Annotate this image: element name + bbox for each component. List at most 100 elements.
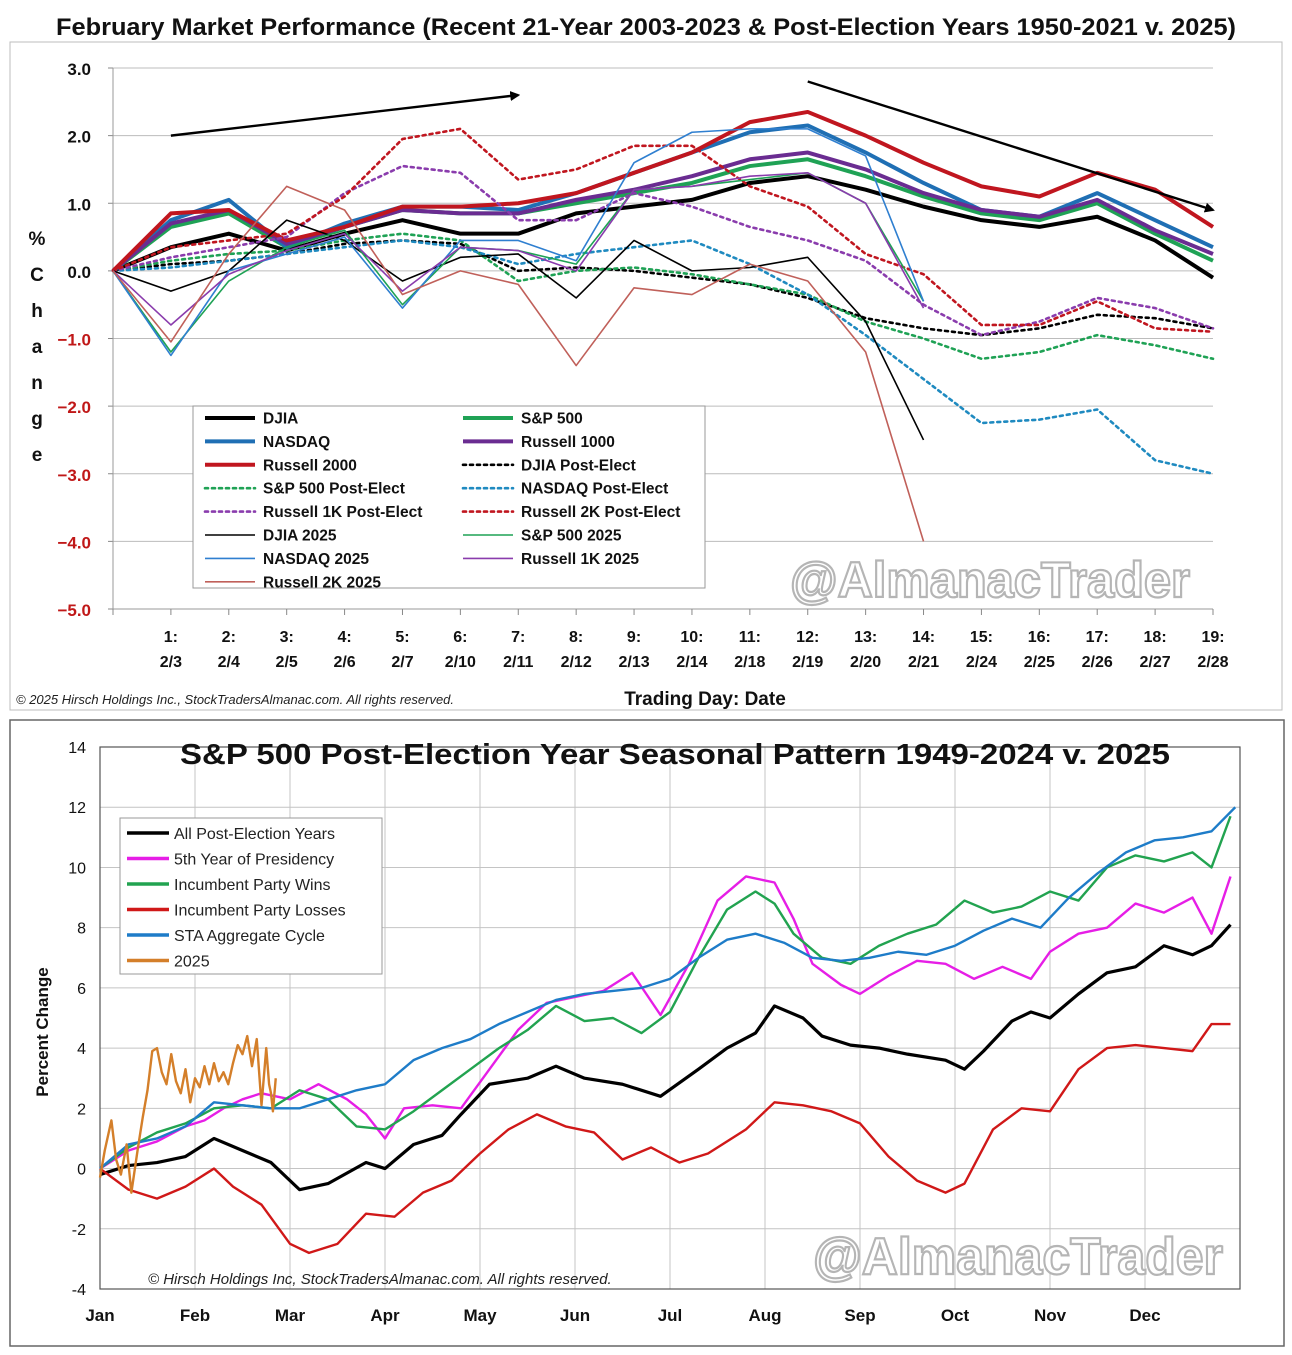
x-tick-label-date: 2/3: [160, 654, 182, 671]
chart-february-market-performance: February Market Performance (Recent 21-Y…: [9, 14, 1283, 711]
legend-label-djia: DJIA: [263, 411, 298, 428]
series-line-s-p-500-post-elect: [111, 232, 1215, 361]
y-axis-label-char: %: [29, 229, 46, 250]
x-tick-label-day: 16:: [1028, 629, 1051, 646]
legend-label-all-post-election-years: All Post-Election Years: [174, 826, 335, 843]
x-tick-label-day: 6:: [453, 629, 467, 646]
x-tick-label-month: May: [463, 1306, 497, 1325]
x-tick-label-month: Jan: [85, 1306, 114, 1325]
legend-label-nasdaq-2025: NASDAQ 2025: [263, 551, 369, 568]
legend-box: [192, 405, 706, 589]
x-tick-label-date: 2/19: [792, 654, 823, 671]
x-tick-label-day: 5:: [395, 629, 409, 646]
x-tick-label-day: 10:: [680, 629, 703, 646]
plot-border: [99, 746, 1241, 1290]
series-line-2025: [98, 1034, 277, 1194]
legend-label-5th-year-of-presidency: 5th Year of Presidency: [174, 852, 334, 869]
x-tick-label-date: 2/20: [850, 654, 881, 671]
x-tick-label-date: 2/26: [1082, 654, 1113, 671]
x-tick-label-date: 2/5: [276, 654, 298, 671]
y-tick-label: −3.0: [57, 466, 91, 485]
series-line-incumbent-party-wins: [99, 815, 1232, 1170]
legend-label-s-p-500-2025: S&P 500 2025: [521, 528, 622, 545]
x-tick-label-day: 19:: [1201, 629, 1224, 646]
legend-label-s-p-500-post-elect: S&P 500 Post-Elect: [263, 481, 405, 498]
x-tick-label-day: 12:: [796, 629, 819, 646]
series-line-all-post-election-years: [99, 923, 1232, 1192]
y-tick-label: -2: [72, 1222, 86, 1239]
y-axis-label-char: C: [30, 265, 44, 286]
y-axis-label-char: a: [32, 337, 43, 358]
y-tick-label: −4.0: [57, 533, 91, 552]
x-tick-label-day: 13:: [854, 629, 877, 646]
x-tick-label-date: 2/27: [1140, 654, 1171, 671]
x-tick-label-date: 2/18: [734, 654, 765, 671]
x-tick-label-day: 17:: [1086, 629, 1109, 646]
series-line-sta-aggregate-cycle: [99, 806, 1237, 1170]
legend-label-russell-2000: Russell 2000: [263, 457, 357, 474]
trend-arrow-1: [170, 91, 521, 137]
y-tick-label: 14: [68, 740, 86, 757]
y-tick-label: -4: [72, 1282, 86, 1299]
series-line-russell-1000: [111, 150, 1214, 273]
x-tick-label-day: 9:: [627, 629, 641, 646]
chart-sp500-post-election-seasonal: 14 12 10 8 6 4 2 0 -2 -4 Jan Feb Mar Apr May Jun Jul Aug S…: [9, 719, 1285, 1347]
y-tick-label: 6: [77, 981, 86, 998]
x-axis-label: Trading Day: Date: [624, 689, 786, 710]
x-tick-label-date: 2/28: [1197, 654, 1228, 671]
x-tick-label-date: 2/24: [966, 654, 997, 671]
legend-label-djia-2025: DJIA 2025: [263, 528, 337, 545]
x-tick-label-day: 15:: [970, 629, 993, 646]
legend-label-incumbent-party-wins: Incumbent Party Wins: [174, 877, 331, 894]
series-line-nasdaq-post-elect: [111, 239, 1215, 476]
legend-label-russell-2k-2025: Russell 2K 2025: [263, 574, 381, 591]
x-tick-label-month: Feb: [180, 1306, 210, 1325]
watermark: @AlmanacTrader: [813, 1228, 1223, 1286]
x-tick-label-month: Jul: [658, 1306, 683, 1325]
x-tick-label-date: 2/12: [561, 654, 592, 671]
trend-arrow-2: [807, 80, 1215, 213]
x-tick-label-day: 3:: [280, 629, 294, 646]
x-tick-label-day: 7:: [511, 629, 525, 646]
legend-label-russell-1k-post-elect: Russell 1K Post-Elect: [263, 504, 422, 521]
chart-title: S&P 500 Post-Election Year Seasonal Patt…: [180, 739, 1170, 771]
legend-label-nasdaq-post-elect: NASDAQ Post-Elect: [521, 481, 668, 498]
series-line-nasdaq-2025: [112, 128, 925, 357]
series-line-russell-2000: [111, 109, 1215, 273]
x-tick-label-date: 2/4: [218, 654, 240, 671]
y-tick-label: 3.0: [67, 60, 91, 79]
legend: All Post-Election Years 5th Year of Presi…: [119, 817, 383, 975]
y-axis-label-char: g: [31, 409, 43, 430]
x-tick-label-date: 2/6: [333, 654, 355, 671]
y-axis-label-char: e: [32, 445, 43, 466]
y-tick-label: 0.0: [67, 263, 91, 282]
x-tick-label-day: 1:: [164, 629, 178, 646]
x-tick-label-month: Sep: [844, 1306, 875, 1325]
y-tick-label: −2.0: [57, 398, 91, 417]
series-line-russell-2k-post-elect: [111, 127, 1215, 334]
y-tick-label: 0: [77, 1162, 86, 1179]
y-axis-label-char: h: [31, 301, 43, 322]
y-tick-label: 4: [77, 1041, 86, 1058]
x-tick-label-month: Aug: [748, 1306, 781, 1325]
chart-frame: [9, 41, 1283, 711]
x-tick-label-day: 2:: [222, 629, 236, 646]
series-line-djia-2025: [112, 219, 925, 441]
legend-label-djia-post-elect: DJIA Post-Elect: [521, 457, 636, 474]
legend-label-russell-1k-2025: Russell 1K 2025: [521, 551, 639, 568]
x-tick-label-day: 4:: [337, 629, 351, 646]
x-tick-label-date: 2/10: [445, 654, 476, 671]
legend-label-nasdaq: NASDAQ: [263, 434, 330, 451]
y-axis-label-char: n: [31, 373, 43, 394]
watermark: @AlmanacTrader: [790, 552, 1190, 608]
legend: DJIA S&P 500 NASDAQ Russell 1000 Russell 200…: [192, 405, 706, 591]
series-line-russell-2k-2025: [112, 185, 925, 542]
x-tick-label-day: 18:: [1144, 629, 1167, 646]
x-tick-label-day: 8:: [569, 629, 583, 646]
x-tick-label-month: Apr: [370, 1306, 400, 1325]
chart-title: February Market Performance (Recent 21-Y…: [56, 14, 1236, 41]
x-tick-label-day: 14:: [912, 629, 935, 646]
legend-label-russell-1000: Russell 1000: [521, 434, 615, 451]
y-tick-label: −1.0: [57, 331, 91, 350]
